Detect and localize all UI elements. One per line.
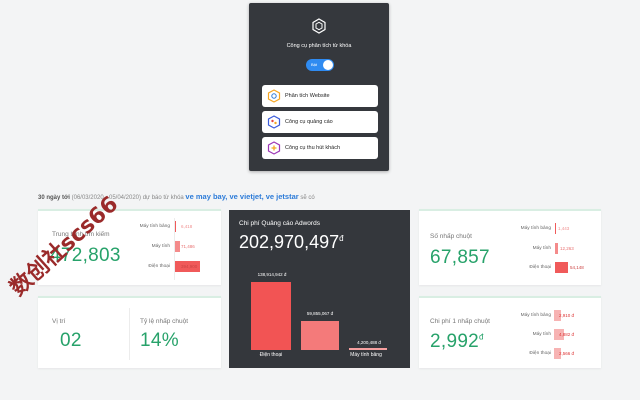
card-value: 67,857 [430, 247, 490, 268]
card-label: Trung bình tìm kiếm [52, 231, 110, 238]
row-label: Điện thoại [529, 351, 551, 356]
customer-attraction-button[interactable]: Công cụ thu hút khách [262, 137, 378, 159]
bar-value: 138,914,942 đ [257, 272, 287, 277]
cpc-bar-mobile [554, 348, 561, 359]
row-value: 54,148 [570, 265, 584, 270]
button-label: Công cụ thu hút khách [285, 145, 341, 151]
app-logo-icon [312, 18, 326, 34]
position-value: 02 [60, 330, 82, 351]
row-value: 12,263 [560, 246, 574, 251]
row-label: Máy tính [151, 244, 170, 249]
row-label: Điện thoại [148, 264, 170, 269]
extension-popup: Công cụ phân tích từ khóa Bật Phân tích … [249, 3, 389, 171]
ctr-value: 14% [140, 330, 179, 351]
row-label: Máy tính [532, 332, 551, 337]
website-analysis-button[interactable]: Phân tích Website [262, 85, 378, 107]
ctr-label: Tỷ lệ nhấp chuột [140, 318, 189, 325]
panel-title: Chi phí Quảng cáo Adwords [239, 220, 320, 227]
position-label: Vị trí [52, 318, 66, 325]
search-bar-desktop [175, 241, 180, 252]
cpc-bar-tablet [554, 310, 561, 321]
forecast-summary: 30 ngày tới (06/03/2020 - 05/04/2020) dự… [38, 192, 315, 201]
bar-value: 59,855,067 đ [306, 311, 334, 316]
bar-value: 4,200,488 đ [357, 340, 381, 345]
plus-hex-icon [267, 141, 281, 155]
toggle-label: Bật [311, 62, 318, 67]
enable-toggle[interactable]: Bật [306, 59, 334, 71]
analytics-hex-icon [267, 89, 281, 103]
row-value: 4,882 đ [559, 332, 575, 337]
row-value: 1,443 [558, 226, 570, 231]
row-label: Điện thoại [529, 265, 551, 270]
ads-bar-mobile [251, 282, 291, 350]
card-label: Chi phí 1 nhấp chuột [430, 318, 490, 325]
row-value: 2,910 đ [559, 313, 575, 318]
clicks-bar-mobile [555, 262, 568, 273]
row-label: Máy tính bảng [520, 226, 551, 231]
clicks-bar-tablet [555, 223, 556, 234]
clicks-card: Số nhấp chuột 67,857 Máy tính bảng Máy t… [419, 209, 601, 285]
search-volume-card: Trung bình tìm kiếm 472,803 Máy tính bản… [38, 209, 221, 285]
row-label: Máy tính bảng [139, 224, 170, 229]
search-bar-mobile [175, 261, 200, 272]
summary-keywords: ve may bay, ve vietjet, ve jetstar [185, 192, 299, 201]
card-value: 2,992đ [430, 331, 484, 353]
row-label: Máy tính [532, 246, 551, 251]
currency-symbol: đ [339, 234, 344, 243]
row-value: 2,566 đ [559, 351, 575, 356]
ads-hex-icon [267, 115, 281, 129]
toggle-knob [323, 60, 333, 70]
cost-per-click-card: Chi phí 1 nhấp chuột 2,992đ Máy tính bản… [419, 296, 601, 368]
bar-category: Điện thoại [259, 352, 283, 358]
cpc-bar-desktop [554, 329, 564, 340]
panel-value-number: 202,970,497 [239, 232, 340, 252]
search-bar-tablet [175, 221, 176, 232]
summary-prefix: 30 ngày tới [38, 195, 70, 201]
summary-dates: (06/03/2020 - 05/04/2020) [71, 195, 142, 201]
card-value: 472,803 [50, 245, 121, 266]
bar-category: Máy tính bảng [350, 352, 382, 358]
card-divider [174, 218, 175, 280]
button-label: Phân tích Website [285, 93, 330, 99]
row-label: Máy tính bảng [520, 313, 551, 318]
row-value: 6,418 [181, 224, 193, 229]
position-ctr-card: Vị trí 02 Tỷ lệ nhấp chuột 14% [38, 296, 221, 368]
ads-tool-button[interactable]: Công cụ quảng cáo [262, 111, 378, 133]
panel-value: 202,970,497đ [239, 232, 344, 253]
row-value: 71,486 [181, 244, 195, 249]
card-divider [129, 308, 130, 360]
popup-title: Công cụ phân tích từ khóa [286, 43, 352, 49]
currency-symbol: đ [479, 332, 484, 342]
adwords-cost-panel: Chi phí Quảng cáo Adwords 202,970,497đ 1… [229, 210, 410, 368]
summary-suffix: sẽ có [300, 195, 315, 201]
card-label: Số nhấp chuột [430, 233, 472, 240]
clicks-bar-desktop [555, 243, 558, 254]
row-value: 394,900 [181, 264, 198, 269]
ads-bar-desktop [301, 321, 339, 350]
card-value-number: 2,992 [430, 331, 480, 352]
summary-middle: dự báo từ khóa [142, 195, 184, 201]
ads-bar-tablet [349, 348, 387, 350]
button-label: Công cụ quảng cáo [285, 119, 333, 125]
